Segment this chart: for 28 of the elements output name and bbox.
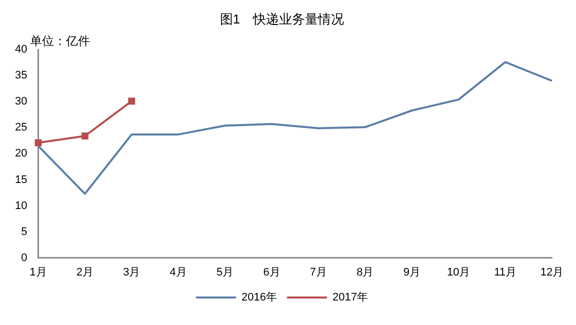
point <box>81 132 88 140</box>
chart-title: 图1 快递业务量情况 <box>220 11 344 26</box>
x-tick-label: 12月 <box>540 266 564 278</box>
x-tick-label: 5月 <box>216 266 234 278</box>
x-tick-label: 10月 <box>446 266 470 278</box>
x-tick-label: 11月 <box>494 266 517 278</box>
x-tick-label: 6月 <box>263 266 280 278</box>
x-tick-label: 8月 <box>356 266 374 278</box>
point <box>34 139 42 146</box>
x-tick-label: 2月 <box>76 266 94 278</box>
y-tick-label: 30 <box>14 96 28 108</box>
y-axis-title: 单位：亿件 <box>30 34 90 48</box>
legend-label: 2017年 <box>332 292 368 304</box>
x-tick-label: 3月 <box>123 266 140 278</box>
y-tick-label: 20 <box>14 148 28 160</box>
y-tick-label: 35 <box>14 70 28 82</box>
y-tick-label: 25 <box>14 122 28 134</box>
x-tick-label: 9月 <box>403 266 420 278</box>
x-tick-label: 1月 <box>30 266 47 278</box>
y-tick-label: 40 <box>14 44 28 56</box>
x-tick-label: 4月 <box>170 266 187 278</box>
y-tick-label: 5 <box>21 226 28 238</box>
x-tick-label: 7月 <box>310 266 328 278</box>
y-tick-label: 10 <box>14 200 28 212</box>
y-tick-label: 0 <box>21 252 28 264</box>
y-tick-label: 15 <box>14 174 28 186</box>
point <box>128 98 136 105</box>
legend-label: 2016年 <box>242 292 278 304</box>
